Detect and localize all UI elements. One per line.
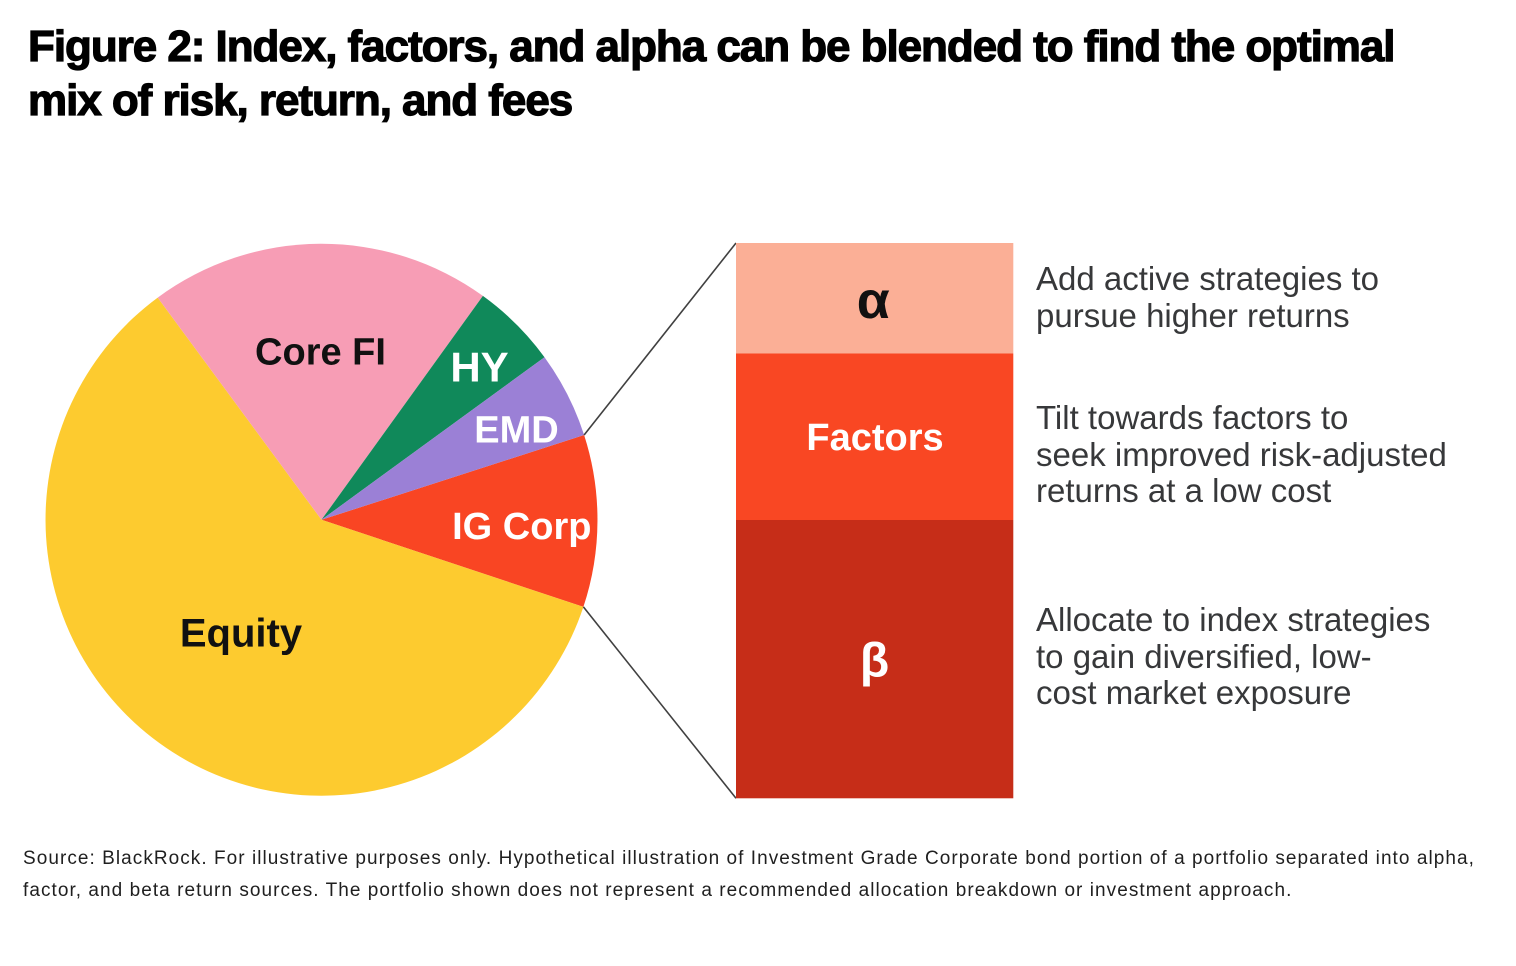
svg-text:IG Corp: IG Corp: [452, 506, 591, 548]
svg-text:EMD: EMD: [474, 410, 558, 452]
svg-text:Equity: Equity: [180, 612, 303, 656]
svg-text:HY: HY: [450, 344, 508, 391]
svg-text:Factors: Factors: [806, 417, 943, 459]
svg-text:α: α: [857, 272, 890, 330]
svg-text:Core FI: Core FI: [255, 331, 386, 373]
svg-text:β: β: [860, 635, 889, 688]
